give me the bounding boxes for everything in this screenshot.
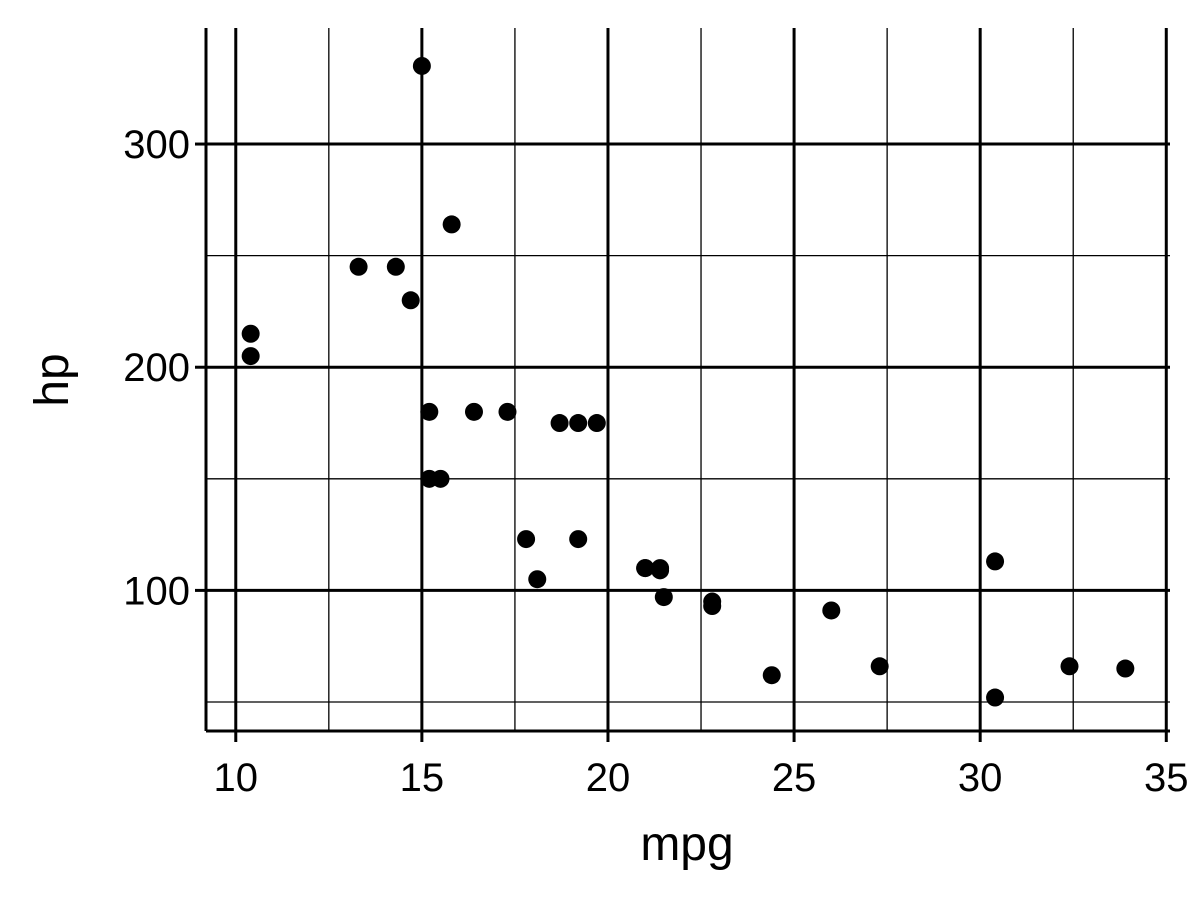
y-axis-tick-labels: 100 200 300 <box>123 123 190 613</box>
x-tick-label: 35 <box>1144 756 1189 800</box>
scatter-point <box>569 414 588 433</box>
major-gridlines <box>206 28 1170 731</box>
scatter-point <box>517 530 536 549</box>
scatter-point <box>1116 659 1135 678</box>
scatter-point <box>442 215 461 234</box>
scatter-point <box>412 56 431 75</box>
axis-lines <box>204 28 1170 733</box>
data-points <box>241 56 1135 707</box>
scatter-point <box>420 402 439 421</box>
x-tick-label: 15 <box>400 756 445 800</box>
x-tick-label: 10 <box>214 756 259 800</box>
x-axis-tick-labels: 10 15 20 25 30 35 <box>214 756 1189 800</box>
scatter-point <box>762 666 781 685</box>
scatter-point <box>986 688 1005 707</box>
scatter-point <box>986 552 1005 571</box>
scatter-point <box>636 559 655 578</box>
scatter-point <box>401 291 420 310</box>
scatter-point <box>651 561 670 580</box>
scatter-point <box>420 469 439 488</box>
x-tick-label: 20 <box>586 756 631 800</box>
scatter-point <box>703 592 722 611</box>
scatter-point <box>464 402 483 421</box>
minor-gridlines <box>206 28 1170 731</box>
y-tick-label: 300 <box>123 123 190 167</box>
scatter-point <box>528 570 547 589</box>
scatter-point <box>386 257 405 276</box>
scatter-point <box>550 414 569 433</box>
scatter-point <box>587 414 606 433</box>
x-tick-label: 25 <box>772 756 817 800</box>
scatter-point <box>569 530 588 549</box>
y-tick-label: 100 <box>123 569 190 613</box>
y-tick-label: 200 <box>123 346 190 390</box>
scatter-point <box>870 657 889 676</box>
scatter-point <box>241 324 260 343</box>
scatter-point <box>498 402 517 421</box>
y-axis-title: hp <box>26 353 79 406</box>
tick-marks <box>195 142 1168 742</box>
x-axis-title: mpg <box>640 818 733 871</box>
scatter-point <box>349 257 368 276</box>
scatter-point <box>654 588 673 607</box>
scatter-point <box>822 601 841 620</box>
x-tick-label: 30 <box>958 756 1003 800</box>
scatter-point <box>1060 657 1079 676</box>
scatter-point <box>241 347 260 366</box>
